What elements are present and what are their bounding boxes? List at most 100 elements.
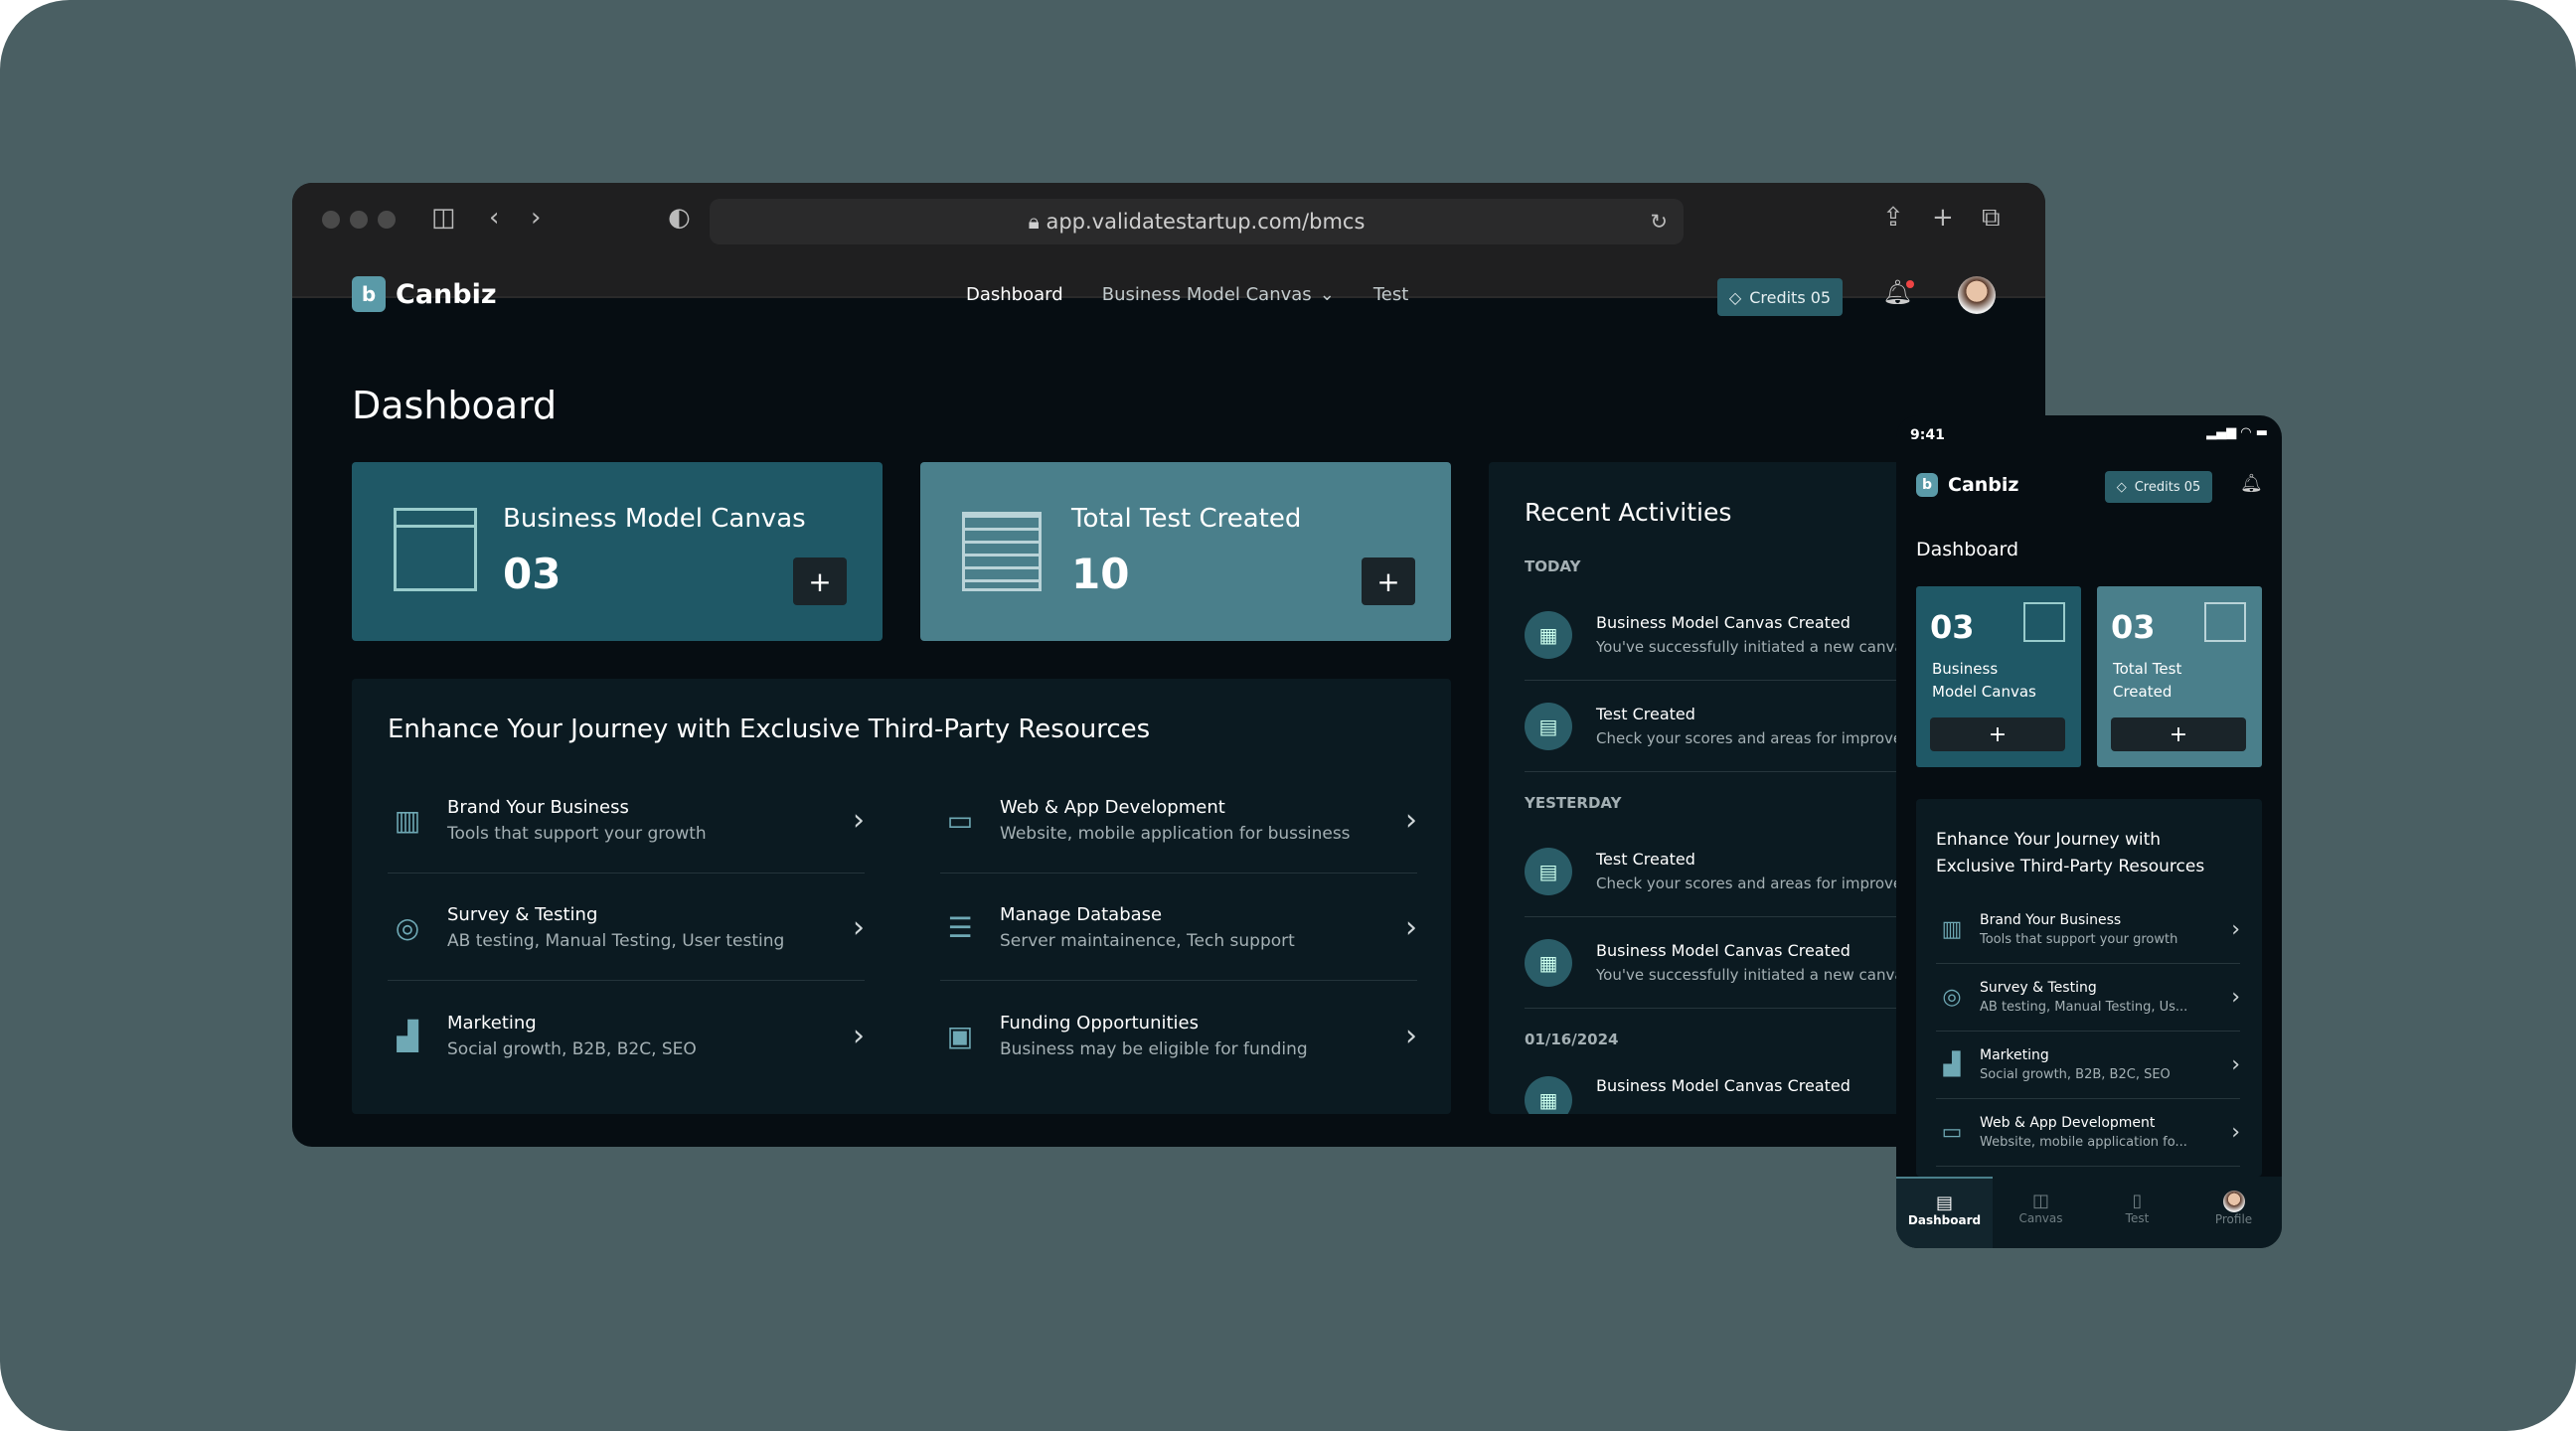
canvas-icon: ▦ bbox=[1525, 610, 1572, 659]
sidebar-icon[interactable]: ◫ bbox=[431, 203, 456, 233]
test-list-icon bbox=[2204, 602, 2246, 642]
server-icon: ☰ bbox=[947, 911, 973, 944]
address-bar[interactable]: 🔒︎ app.validatestartup.com/bmcs ↻ bbox=[710, 199, 1684, 244]
resource-brand[interactable]: ▥ Brand Your Business Tools that support y… bbox=[1936, 896, 2240, 964]
share-icon[interactable]: ⇪ bbox=[1882, 203, 1904, 233]
activity-subtitle: You've successfully initiated a new canv… bbox=[1596, 966, 1917, 984]
phone-credits-badge[interactable]: ◇ Credits 05 bbox=[2105, 471, 2212, 503]
activity-item[interactable]: ▦ Business Model Canvas Created bbox=[1525, 1062, 1942, 1114]
tab-label: Canvas bbox=[2018, 1211, 2063, 1225]
phone-page-title: Dashboard bbox=[1916, 539, 2019, 560]
user-gear-icon: ◎ bbox=[1942, 985, 1962, 1010]
resource-title: Survey & Testing bbox=[1980, 980, 2097, 996]
chevron-down-icon[interactable]: ⌄ bbox=[1319, 284, 1335, 305]
nav-test[interactable]: Test bbox=[1372, 284, 1409, 305]
resource-title: Web & App Development bbox=[1000, 797, 1225, 818]
maximize-dot[interactable] bbox=[378, 211, 396, 229]
minimize-dot[interactable] bbox=[350, 211, 368, 229]
back-icon[interactable]: ‹ bbox=[489, 203, 500, 233]
tab-test[interactable]: ▯ Test bbox=[2089, 1177, 2185, 1248]
resource-funding[interactable]: ▣ Funding Opportunities Business may be el… bbox=[940, 983, 1417, 1088]
nav-dashboard[interactable]: Dashboard bbox=[966, 284, 1063, 305]
add-test-button[interactable]: + bbox=[2111, 717, 2246, 751]
status-icons: ▂▄▆ ◠ ▬ bbox=[2206, 425, 2268, 440]
resource-subtitle: Tools that support your growth bbox=[447, 824, 707, 844]
activity-subtitle: You've successfully initiated a new canv… bbox=[1596, 638, 1917, 656]
activity-item[interactable]: ▦ Business Model Canvas Created You've suc… bbox=[1525, 917, 1942, 1009]
forward-icon[interactable]: › bbox=[531, 203, 542, 233]
phone-card-test[interactable]: 03 Total Test Created + bbox=[2097, 586, 2262, 767]
resource-marketing[interactable]: ▟ Marketing Social growth, B2B, B2C, SEO › bbox=[388, 983, 865, 1088]
credits-text: Credits 05 bbox=[1749, 287, 1832, 307]
bell-icon[interactable]: 🔔︎ bbox=[2240, 473, 2263, 494]
bell-icon[interactable]: 🔔︎ bbox=[1882, 278, 1915, 306]
resource-subtitle: Social growth, B2B, B2C, SEO bbox=[1980, 1067, 2171, 1082]
tab-profile[interactable]: Profile bbox=[2185, 1177, 2282, 1248]
diamond-icon: ◇ bbox=[1728, 287, 1742, 307]
credits-badge[interactable]: ◇ Credits 05 bbox=[1717, 278, 1843, 316]
tab-label: Test bbox=[2125, 1211, 2150, 1225]
group-label: TODAY bbox=[1525, 557, 1581, 575]
brand-name: Canbiz bbox=[1948, 474, 2019, 496]
lock-icon: 🔒︎ bbox=[1028, 210, 1046, 234]
reload-icon[interactable]: ↻ bbox=[1650, 210, 1668, 234]
activity-item[interactable]: ▦ Business Model Canvas Created You've suc… bbox=[1525, 589, 1942, 681]
phone-resources-panel: Enhance Your Journey with Exclusive Thir… bbox=[1916, 799, 2262, 1177]
add-test-button[interactable]: + bbox=[1362, 557, 1415, 605]
card-value: 03 bbox=[503, 550, 562, 598]
resource-title: Funding Opportunities bbox=[1000, 1012, 1199, 1034]
phone-brand-logo[interactable]: b Canbiz bbox=[1916, 473, 2018, 497]
url-text: app.validatestartup.com/bmcs bbox=[1046, 210, 1366, 234]
page-title: Dashboard bbox=[352, 384, 558, 427]
resource-web-app[interactable]: ▭ Web & App Development Website, mobile ap… bbox=[1936, 1099, 2240, 1167]
resource-title: Brand Your Business bbox=[1980, 912, 2122, 928]
tab-dashboard[interactable]: ▤ Dashboard bbox=[1896, 1177, 1993, 1248]
building-icon: ▥ bbox=[1941, 917, 1963, 942]
building-icon: ▥ bbox=[394, 804, 421, 837]
resource-title: Survey & Testing bbox=[447, 904, 598, 925]
chevron-right-icon: › bbox=[2231, 1120, 2240, 1145]
browser-toolbar: ◫ ‹ › ◐ 🔒︎ app.validatestartup.com/bmcs ↻… bbox=[292, 183, 2045, 298]
chevron-right-icon: › bbox=[2231, 985, 2240, 1010]
resource-survey[interactable]: ◎ Survey & Testing AB testing, Manual Test… bbox=[388, 875, 865, 981]
activity-title: Business Model Canvas Created bbox=[1596, 613, 1851, 632]
bottom-tab-bar: ▤ Dashboard ◫ Canvas ▯ Test Profile bbox=[1896, 1177, 2282, 1248]
chevron-right-icon: › bbox=[1405, 803, 1417, 838]
activity-item[interactable]: ▤ Test Created Check your scores and areas… bbox=[1525, 826, 1942, 917]
resource-title: Manage Database bbox=[1000, 904, 1163, 925]
resource-brand[interactable]: ▥ Brand Your Business Tools that support y… bbox=[388, 768, 865, 874]
activity-subtitle: Check your scores and areas for improvem bbox=[1596, 874, 1917, 892]
phone-card-canvas[interactable]: 03 Business Model Canvas + bbox=[1916, 586, 2081, 767]
add-canvas-button[interactable]: + bbox=[793, 557, 847, 605]
avatar[interactable] bbox=[1958, 276, 1996, 314]
tabs-icon[interactable]: ⧉ bbox=[1982, 203, 2001, 233]
resource-survey[interactable]: ◎ Survey & Testing AB testing, Manual Test… bbox=[1936, 964, 2240, 1032]
tab-label: Dashboard bbox=[1907, 1213, 1982, 1227]
resource-title: Marketing bbox=[1980, 1047, 2049, 1063]
mobile-preview: 9:41 ▂▄▆ ◠ ▬ b Canbiz ◇ Credits 05 🔔︎ Dash… bbox=[1896, 415, 2282, 1248]
presentation-chart-icon: ▤ bbox=[1935, 1192, 1953, 1213]
tab-canvas[interactable]: ◫ Canvas bbox=[1993, 1177, 2089, 1248]
brand-logo[interactable]: b Canbiz bbox=[352, 276, 497, 312]
diamond-icon: ◇ bbox=[2116, 479, 2127, 495]
resource-title: Brand Your Business bbox=[447, 797, 629, 818]
resource-subtitle: AB testing, Manual Testing, Us... bbox=[1980, 1000, 2188, 1015]
chevron-right-icon: › bbox=[1405, 910, 1417, 945]
close-dot[interactable] bbox=[322, 211, 340, 229]
canvas-icon: ▦ bbox=[1525, 1076, 1572, 1114]
card-business-model-canvas[interactable]: Business Model Canvas 03 + bbox=[352, 462, 883, 641]
shield-icon[interactable]: ◐ bbox=[668, 203, 691, 233]
nav-business-model-canvas[interactable]: Business Model Canvas bbox=[1101, 284, 1312, 305]
add-canvas-button[interactable]: + bbox=[1930, 717, 2065, 751]
activity-subtitle: Check your scores and areas for improvem bbox=[1596, 729, 1917, 747]
card-value: 03 bbox=[2111, 608, 2156, 646]
resource-database[interactable]: ☰ Manage Database Server maintainence, Tec… bbox=[940, 875, 1417, 981]
resource-web-app[interactable]: ▭ Web & App Development Website, mobile ap… bbox=[940, 768, 1417, 874]
card-value: 10 bbox=[1071, 550, 1130, 598]
new-tab-icon[interactable]: + bbox=[1932, 203, 1954, 233]
resource-marketing[interactable]: ▟ Marketing Social growth, B2B, B2C, SEO › bbox=[1936, 1032, 2240, 1099]
activity-item[interactable]: ▤ Test Created Check your scores and areas… bbox=[1525, 681, 1942, 772]
tab-label: Profile bbox=[2214, 1212, 2253, 1226]
card-total-test[interactable]: Total Test Created 10 + bbox=[920, 462, 1451, 641]
canvas-icon bbox=[394, 508, 477, 591]
